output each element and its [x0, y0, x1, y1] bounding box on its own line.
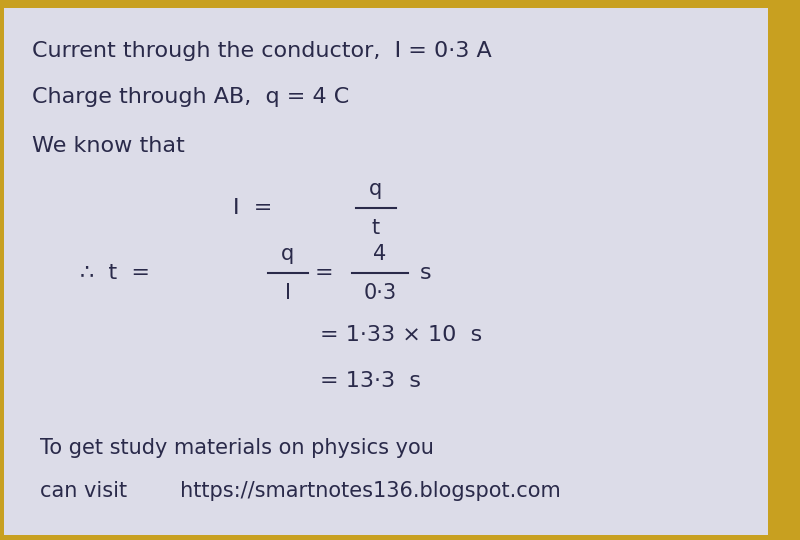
Text: To get study materials on physics you: To get study materials on physics you	[40, 438, 434, 458]
Text: q: q	[282, 244, 294, 264]
Text: t: t	[372, 218, 380, 238]
Text: can visit        https://smartnotes136.blogspot.com: can visit https://smartnotes136.blogspot…	[40, 481, 561, 502]
Text: ∴  t  =: ∴ t =	[80, 262, 150, 283]
Text: q: q	[370, 179, 382, 199]
Text: We know that: We know that	[32, 136, 185, 156]
Text: Charge through AB,  q = 4 C: Charge through AB, q = 4 C	[32, 87, 350, 107]
Text: I  =: I =	[233, 198, 272, 218]
Text: s: s	[420, 263, 432, 284]
Text: 4: 4	[374, 244, 386, 264]
Text: = 1·33 × 10  s: = 1·33 × 10 s	[320, 325, 482, 345]
Text: Current through the conductor,  I = 0·3 A: Current through the conductor, I = 0·3 A	[32, 41, 492, 62]
Text: I: I	[285, 282, 291, 303]
Text: = 13·3  s: = 13·3 s	[320, 370, 421, 391]
Text: 0·3: 0·3	[363, 282, 397, 303]
Text: =: =	[314, 263, 334, 284]
